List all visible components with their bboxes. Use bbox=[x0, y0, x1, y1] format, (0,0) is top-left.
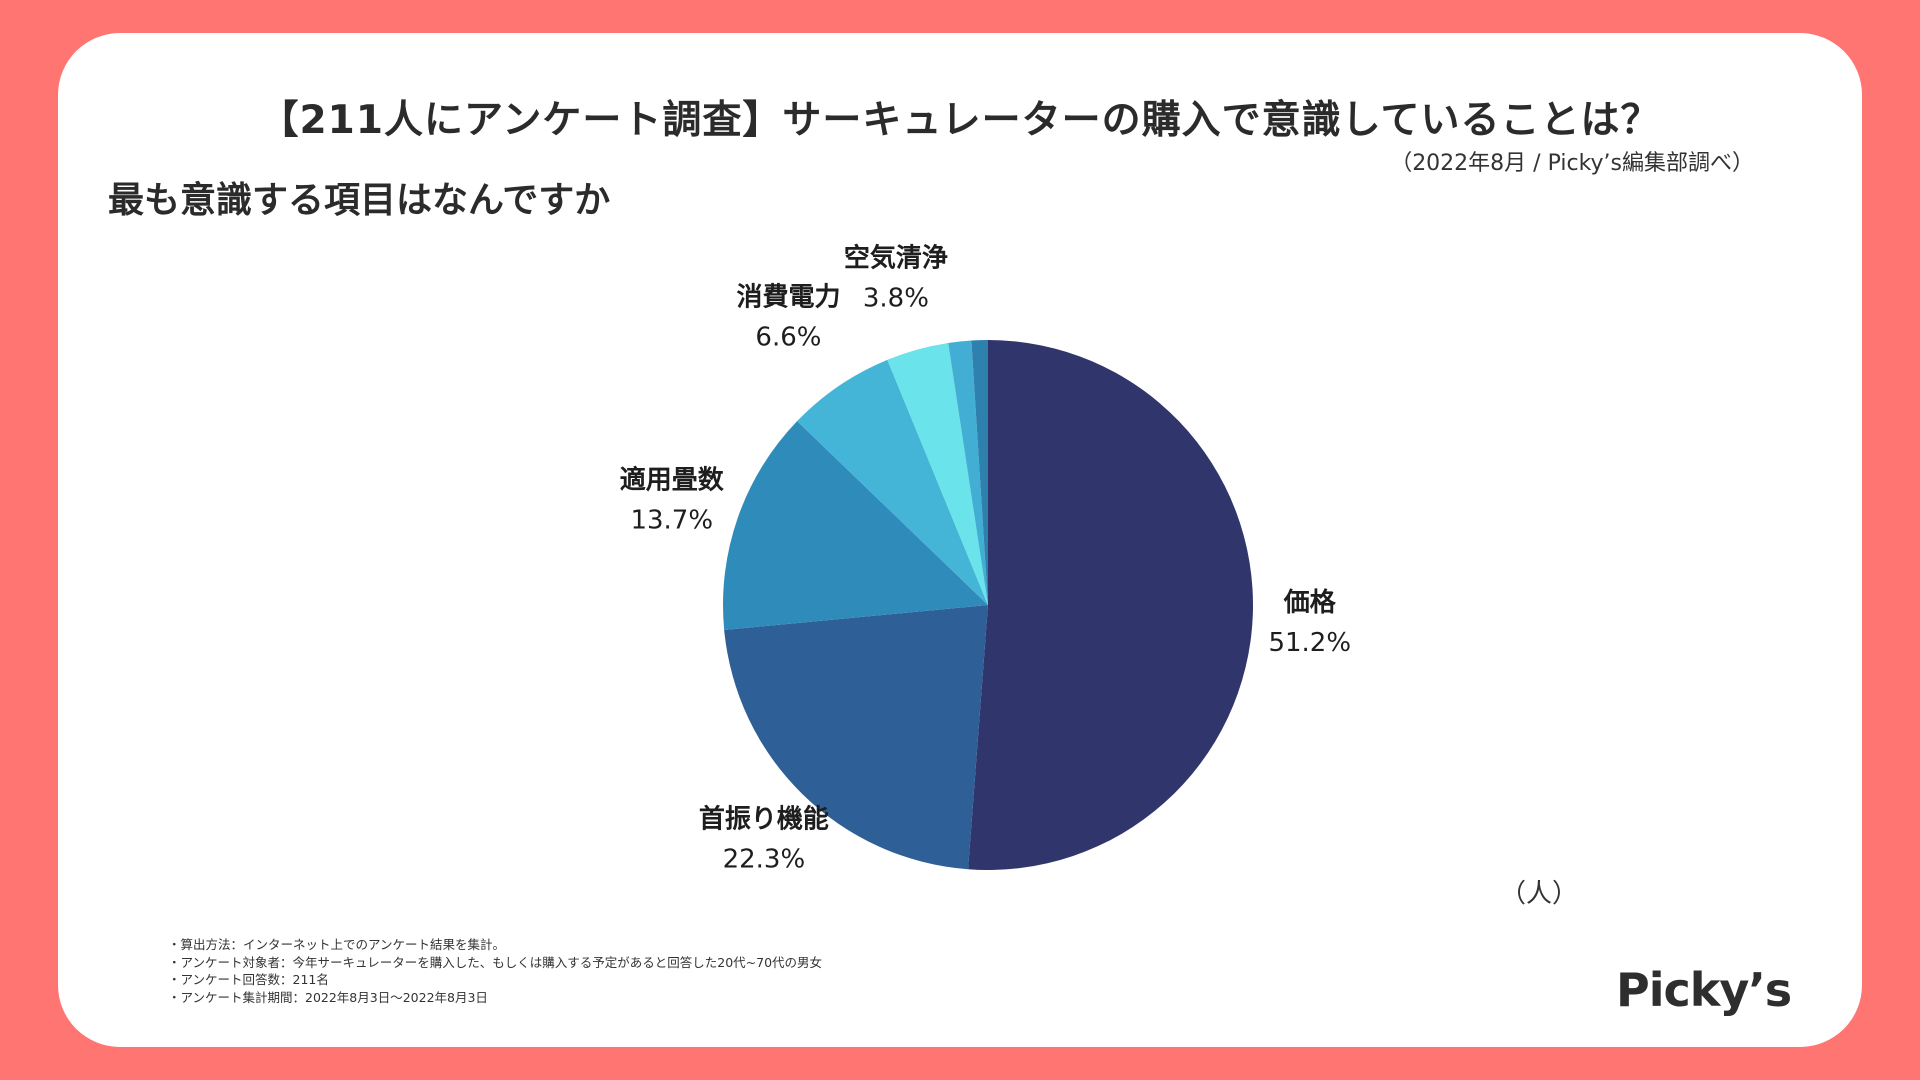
pie-slice-4 bbox=[797, 359, 988, 605]
slice-label-2: 首振り機能 bbox=[699, 803, 829, 834]
slice-value-label-4: 6.6% bbox=[755, 322, 821, 352]
unit-label: （人） bbox=[1500, 879, 1579, 909]
slice-value-label-5: 3.8% bbox=[863, 284, 929, 314]
note-count: ・アンケート回答数：211名 bbox=[168, 972, 329, 987]
slice-value-label-1: 51.2% bbox=[1268, 628, 1351, 658]
note-target: ・アンケート対象者：今年サーキュレーターを購入した、もしくは購入する予定があると… bbox=[168, 954, 823, 970]
pickys-logo: Picky’s bbox=[1616, 963, 1792, 1017]
survey-notes: ・算出方法：インターネット上でのアンケート結果を集計。 ・アンケート対象者：今年… bbox=[168, 936, 822, 1006]
pie-slice-6 bbox=[948, 340, 988, 605]
chart-card: 【211人にアンケート調査】サーキュレーターの購入で意識していることは？ （20… bbox=[58, 33, 1862, 1047]
pie-slice-7 bbox=[971, 340, 988, 605]
slice-value-label-3: 13.7% bbox=[630, 505, 713, 535]
source-note: （2022年8月 / Picky’s編集部調べ） bbox=[1390, 151, 1754, 176]
pie-chart: 価格 51.2% 首振り機能 22.3% 適用畳数 13.7% 消費電力 6.6% 空気清浄 3.… bbox=[620, 243, 1351, 875]
chart-subtitle: 最も意識する項目はなんですか bbox=[108, 180, 611, 221]
slice-label-5: 空気清浄 bbox=[844, 243, 948, 274]
pie-slice-5 bbox=[887, 343, 988, 605]
slice-label-4: 消費電力 bbox=[736, 282, 840, 312]
note-method: ・算出方法：インターネット上でのアンケート結果を集計。 bbox=[168, 937, 506, 952]
slice-value-label-2: 22.3% bbox=[723, 844, 806, 874]
slice-label-1: 価格 bbox=[1283, 587, 1337, 618]
pie-slice-2 bbox=[724, 605, 988, 870]
chart-title: 【211人にアンケート調査】サーキュレーターの購入で意識していることは？ bbox=[259, 98, 1661, 143]
note-period: ・アンケート集計期間：2022年8月3日〜2022年8月3日 bbox=[168, 989, 488, 1005]
slice-label-3: 適用畳数 bbox=[620, 464, 725, 495]
pie-slice-3 bbox=[723, 421, 988, 630]
pie-slice-1 bbox=[968, 340, 1253, 870]
